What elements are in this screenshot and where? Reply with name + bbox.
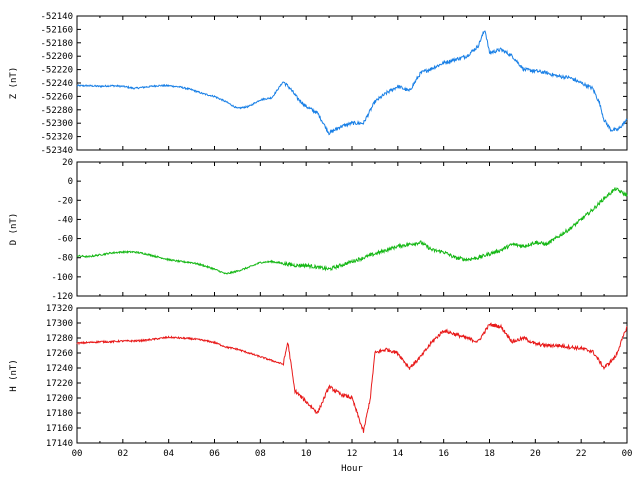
series-line-2 [76, 322, 628, 433]
series-line-1 [76, 187, 628, 275]
y-tick-label: -52200 [40, 52, 73, 62]
y-tick-label: -52260 [40, 92, 73, 102]
y-tick-label: 17280 [46, 334, 73, 344]
series-line-0 [76, 30, 628, 136]
x-tick-label: 10 [301, 449, 312, 459]
x-axis-label: Hour [341, 464, 363, 474]
plot-frame [76, 15, 628, 151]
y-tick-label: -52340 [40, 146, 73, 156]
x-tick-label: 00 [622, 449, 633, 459]
plot-frame [76, 307, 628, 444]
x-tick-label: 04 [163, 449, 174, 459]
y-tick-label: 20 [62, 158, 73, 168]
y-tick-label: -40 [57, 215, 73, 225]
y-tick-label: -52160 [40, 25, 73, 35]
y-tick-label: -52220 [40, 66, 73, 76]
x-tick-label: 22 [576, 449, 587, 459]
y-tick-label: 17300 [46, 319, 73, 329]
x-tick-label: 20 [530, 449, 541, 459]
panel-1: 20 0 -20 -40 -60 -80 -100 -120 D (nT) [9, 158, 628, 302]
y-tick-label: -60 [57, 235, 73, 245]
y-tick-label: -52320 [40, 133, 73, 143]
y-tick-label: -52140 [40, 12, 73, 22]
x-tick-label: 14 [392, 449, 403, 459]
y-tick-label: 17140 [46, 439, 73, 449]
y-tick-label: 17180 [46, 409, 73, 419]
y-tick-label: -80 [57, 254, 73, 264]
x-tick-label: 02 [117, 449, 128, 459]
y-tick-label: 17200 [46, 394, 73, 404]
y-tick-label: 17240 [46, 364, 73, 374]
panel-2: 17320 17300 17280 17260 17240 17220 17200 17180… [9, 304, 632, 474]
y-tick-label: 0 [68, 177, 73, 187]
y-tick-label: 17320 [46, 304, 73, 314]
x-tick-label: 16 [438, 449, 449, 459]
panel-0: -52140 -52160 -52180 -52200 -52220 -52240 -522… [9, 12, 628, 156]
y-tick-label: -120 [51, 292, 73, 302]
y-tick-label: 17160 [46, 424, 73, 434]
y-axis-label: Z (nT) [9, 67, 19, 100]
y-axis-label: D (nT) [9, 213, 19, 246]
x-tick-label: 08 [255, 449, 266, 459]
x-tick-label: 06 [209, 449, 220, 459]
y-tick-label: -52300 [40, 119, 73, 129]
y-tick-label: -52280 [40, 106, 73, 116]
x-tick-label: 00 [72, 449, 83, 459]
y-tick-label: -20 [57, 196, 73, 206]
plot-frame [76, 161, 628, 297]
x-tick-label: 12 [347, 449, 358, 459]
y-tick-label: -52180 [40, 39, 73, 49]
y-axis-label: H (nT) [9, 359, 19, 392]
y-tick-label: -100 [51, 273, 73, 283]
x-tick-label: 18 [484, 449, 495, 459]
y-tick-label: 17260 [46, 349, 73, 359]
y-tick-label: 17220 [46, 379, 73, 389]
y-tick-label: -52240 [40, 79, 73, 89]
